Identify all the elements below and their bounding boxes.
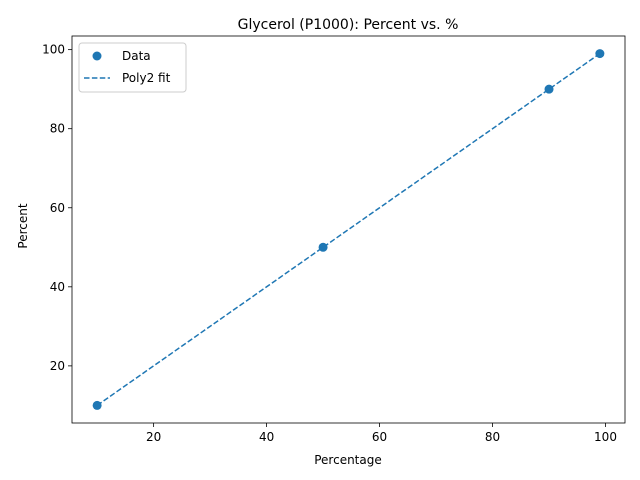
x-tick-label: 100 (594, 430, 617, 444)
data-point (92, 400, 102, 410)
chart-title: Glycerol (P1000): Percent vs. % (238, 17, 459, 33)
y-tick-label: 100 (42, 43, 65, 57)
fit-line (96, 52, 601, 407)
x-tick-label: 40 (259, 430, 274, 444)
data-point (318, 242, 328, 252)
y-tick-label: 20 (50, 359, 65, 373)
data-point (544, 84, 554, 94)
y-tick-label: 40 (50, 280, 65, 294)
y-tick-label: 60 (50, 201, 65, 215)
data-point (595, 49, 605, 59)
plot-area (71, 35, 626, 424)
legend: Data Poly2 fit (78, 42, 187, 93)
legend-label: Poly2 fit (122, 71, 171, 85)
x-tick-label: 20 (146, 430, 161, 444)
axes-frame (71, 35, 626, 424)
x-tick-label: 80 (485, 430, 500, 444)
y-axis-ticks: 20 40 60 80 100 (42, 43, 72, 373)
x-axis-label: Percentage (314, 453, 382, 467)
x-tick-label: 60 (372, 430, 387, 444)
legend-label: Data (122, 49, 151, 63)
y-axis-label: Percent (16, 203, 30, 248)
legend-box (78, 42, 187, 93)
y-tick-label: 80 (50, 122, 65, 136)
x-axis-ticks: 20 40 60 80 100 (146, 423, 617, 444)
legend-marker-data (92, 51, 102, 61)
